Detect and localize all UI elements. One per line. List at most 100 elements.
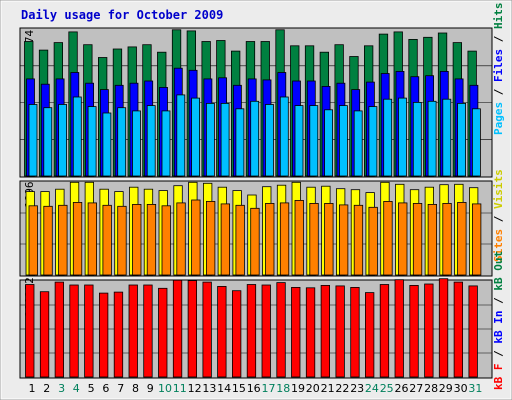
bar-pages: [471, 108, 481, 177]
side-label-kb-sep2: /: [492, 291, 505, 311]
bar-sites: [324, 202, 334, 276]
day-label: 31: [468, 382, 482, 395]
bar-kb: [143, 284, 153, 378]
graph-title: Daily usage for October 2009: [21, 8, 223, 22]
day-label: 14: [217, 382, 231, 395]
bar-pages: [161, 110, 171, 177]
bars-layer: [20, 29, 492, 378]
panel-kb-side-label: kB F / kB In / kB Out: [492, 251, 505, 390]
day-label: 27: [409, 382, 423, 395]
bar-pages: [383, 98, 393, 177]
bar-kb: [69, 284, 79, 378]
day-label: 7: [117, 382, 124, 395]
bar-pages: [294, 105, 304, 177]
panel-hits-side-label: Pages / Files / Hits: [492, 3, 505, 136]
day-label: 24: [365, 382, 379, 395]
bar-sites: [132, 203, 142, 276]
bar-kb: [350, 286, 360, 378]
day-label: 12: [188, 382, 202, 395]
bar-sites: [176, 202, 186, 276]
bar-pages: [368, 106, 378, 177]
bar-kb: [468, 285, 478, 378]
bar-pages: [279, 96, 289, 177]
bar-pages: [324, 109, 334, 177]
day-label: 29: [439, 382, 453, 395]
bar-sites: [43, 205, 53, 276]
day-label: 22: [335, 382, 349, 395]
day-labels: 1 2 3 4 5 6 7 8 9 10 11 12 13 14 15 16 17 18 19 20 21 22 23 24 2…: [29, 382, 483, 395]
bar-sites: [338, 204, 349, 276]
bar-sites: [28, 205, 38, 276]
bar-sites: [279, 202, 290, 276]
bar-kb: [305, 287, 316, 378]
bar-sites: [471, 203, 482, 276]
side-label-sep: /: [492, 209, 505, 229]
bar-kb: [438, 278, 449, 378]
bar-sites: [102, 204, 112, 276]
bar-sites: [368, 206, 378, 276]
day-label: 6: [102, 382, 109, 395]
bar-sites: [457, 201, 467, 276]
side-label-kb-sep1: /: [492, 344, 505, 364]
day-label: 18: [276, 382, 290, 395]
day-label: 21: [321, 382, 335, 395]
bar-pages: [338, 105, 348, 177]
bar-kb: [158, 287, 168, 378]
bar-kb: [320, 284, 331, 378]
bar-sites: [309, 202, 319, 276]
side-label-kbf: kB F: [492, 364, 505, 391]
bar-pages: [265, 104, 274, 177]
day-label: 1: [29, 382, 36, 395]
side-label-kbout: kB Out: [492, 251, 505, 291]
day-label: 19: [291, 382, 305, 395]
bar-sites: [427, 203, 438, 276]
bar-sites: [220, 203, 231, 276]
bar-kb: [261, 284, 271, 378]
bar-kb: [424, 283, 434, 378]
bar-sites: [383, 200, 393, 276]
bar-pages: [205, 103, 215, 177]
day-label: 20: [306, 382, 320, 395]
bar-kb: [25, 284, 35, 378]
bar-pages: [132, 110, 141, 177]
day-label: 4: [73, 382, 80, 395]
side-label-visits: Visits: [492, 169, 505, 209]
day-label: 10: [158, 382, 172, 395]
bar-sites: [58, 204, 68, 276]
bar-sites: [265, 202, 275, 276]
bar-sites: [72, 201, 83, 276]
bar-sites: [161, 205, 171, 276]
day-label: 25: [380, 382, 394, 395]
bar-sites: [442, 202, 452, 276]
day-label: 3: [58, 382, 65, 395]
bar-kb: [409, 284, 419, 378]
side-label-kbin: kB In: [492, 311, 505, 344]
day-label: 5: [88, 382, 95, 395]
bar-sites: [294, 199, 304, 276]
bar-kb: [187, 280, 198, 378]
day-label: 26: [395, 382, 409, 395]
bar-pages: [442, 98, 452, 177]
side-label-sep2: /: [492, 29, 505, 49]
bar-pages: [146, 105, 156, 177]
side-label-sites: Sites: [492, 229, 505, 262]
bar-pages: [250, 100, 260, 177]
bar-sites: [353, 204, 364, 276]
bar-pages: [220, 103, 230, 177]
day-label: 16: [247, 382, 261, 395]
day-label: 23: [350, 382, 364, 395]
bar-kb: [99, 292, 109, 378]
bar-pages: [72, 96, 82, 177]
bar-sites: [250, 207, 260, 276]
bar-sites: [205, 200, 216, 276]
bar-kb: [246, 284, 257, 378]
bar-sites: [191, 199, 201, 276]
bar-pages: [427, 100, 437, 177]
bar-kb: [217, 285, 227, 378]
day-label: 28: [424, 382, 438, 395]
bar-pages: [191, 97, 201, 177]
bar-pages: [43, 107, 53, 177]
side-label-hits: Hits: [492, 3, 505, 30]
